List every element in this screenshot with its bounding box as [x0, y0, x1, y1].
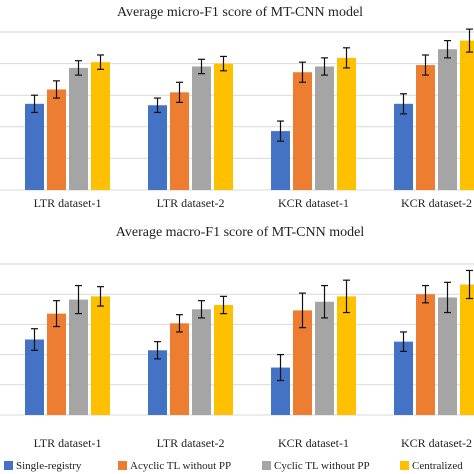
- category-label: LTR dataset-1: [34, 196, 102, 210]
- bar-top-1-1: [25, 103, 44, 190]
- legend: Single-registry Acyclic TL without PP Cycl…: [4, 460, 463, 472]
- legend-label: Centralized: [412, 460, 463, 472]
- bar-bottom-2-1: [148, 350, 167, 415]
- bar-top-4-3: [438, 49, 457, 191]
- legend-swatch: [118, 461, 127, 470]
- category-label: LTR dataset-1: [34, 436, 102, 450]
- legend-swatch: [262, 461, 271, 470]
- bar-bottom-1-2: [47, 313, 66, 415]
- category-label: KCR dataset-1: [278, 196, 349, 210]
- legend-label: Cyclic TL without PP: [274, 460, 370, 472]
- bar-bottom-4-3: [438, 297, 457, 415]
- bar-bottom-3-4: [337, 296, 356, 415]
- chart-title-top: Average micro-F1 score of MT-CNN model: [117, 5, 363, 20]
- bar-bottom-2-3: [192, 309, 211, 415]
- bar-top-4-2: [416, 65, 435, 190]
- bar-bottom-1-1: [25, 339, 44, 415]
- bar-top-2-1: [148, 105, 167, 190]
- chart-bottom: Average macro-F1 score of MT-CNN model L…: [0, 225, 474, 450]
- legend-swatch: [4, 461, 13, 470]
- bar-top-1-2: [47, 89, 66, 190]
- bar-bottom-4-1: [394, 341, 413, 415]
- bar-top-1-4: [91, 62, 110, 190]
- legend-swatch: [400, 461, 409, 470]
- bar-bottom-3-2: [293, 310, 312, 415]
- bar-bottom-1-4: [91, 296, 110, 415]
- bar-bottom-4-4: [460, 284, 474, 415]
- category-label: LTR dataset-2: [157, 196, 225, 210]
- bar-bottom-2-4: [214, 304, 233, 415]
- bar-bottom-3-1: [271, 367, 290, 415]
- bar-top-3-1: [271, 131, 290, 190]
- legend-label: Single-registry: [16, 460, 82, 472]
- bar-top-1-3: [69, 67, 88, 190]
- bar-top-3-4: [337, 57, 356, 190]
- bar-top-3-3: [315, 66, 334, 190]
- bar-top-4-1: [394, 103, 413, 190]
- bar-top-2-2: [170, 92, 189, 190]
- bar-top-3-2: [293, 72, 312, 190]
- bar-bottom-1-3: [69, 299, 88, 415]
- bar-bottom-4-2: [416, 294, 435, 415]
- category-label: LTR dataset-2: [157, 436, 225, 450]
- legend-label: Acyclic TL without PP: [130, 460, 231, 472]
- bar-top-2-3: [192, 66, 211, 190]
- bar-top-2-4: [214, 63, 233, 190]
- bar-bottom-3-3: [315, 301, 334, 415]
- bar-bottom-2-2: [170, 323, 189, 415]
- category-label: KCR dataset-2: [401, 436, 472, 450]
- category-label: KCR dataset-2: [401, 196, 472, 210]
- chart-top: Average micro-F1 score of MT-CNN model L…: [0, 5, 474, 210]
- category-label: KCR dataset-1: [278, 436, 349, 450]
- chart-title-bottom: Average macro-F1 score of MT-CNN model: [116, 225, 365, 240]
- bar-top-4-4: [460, 40, 474, 191]
